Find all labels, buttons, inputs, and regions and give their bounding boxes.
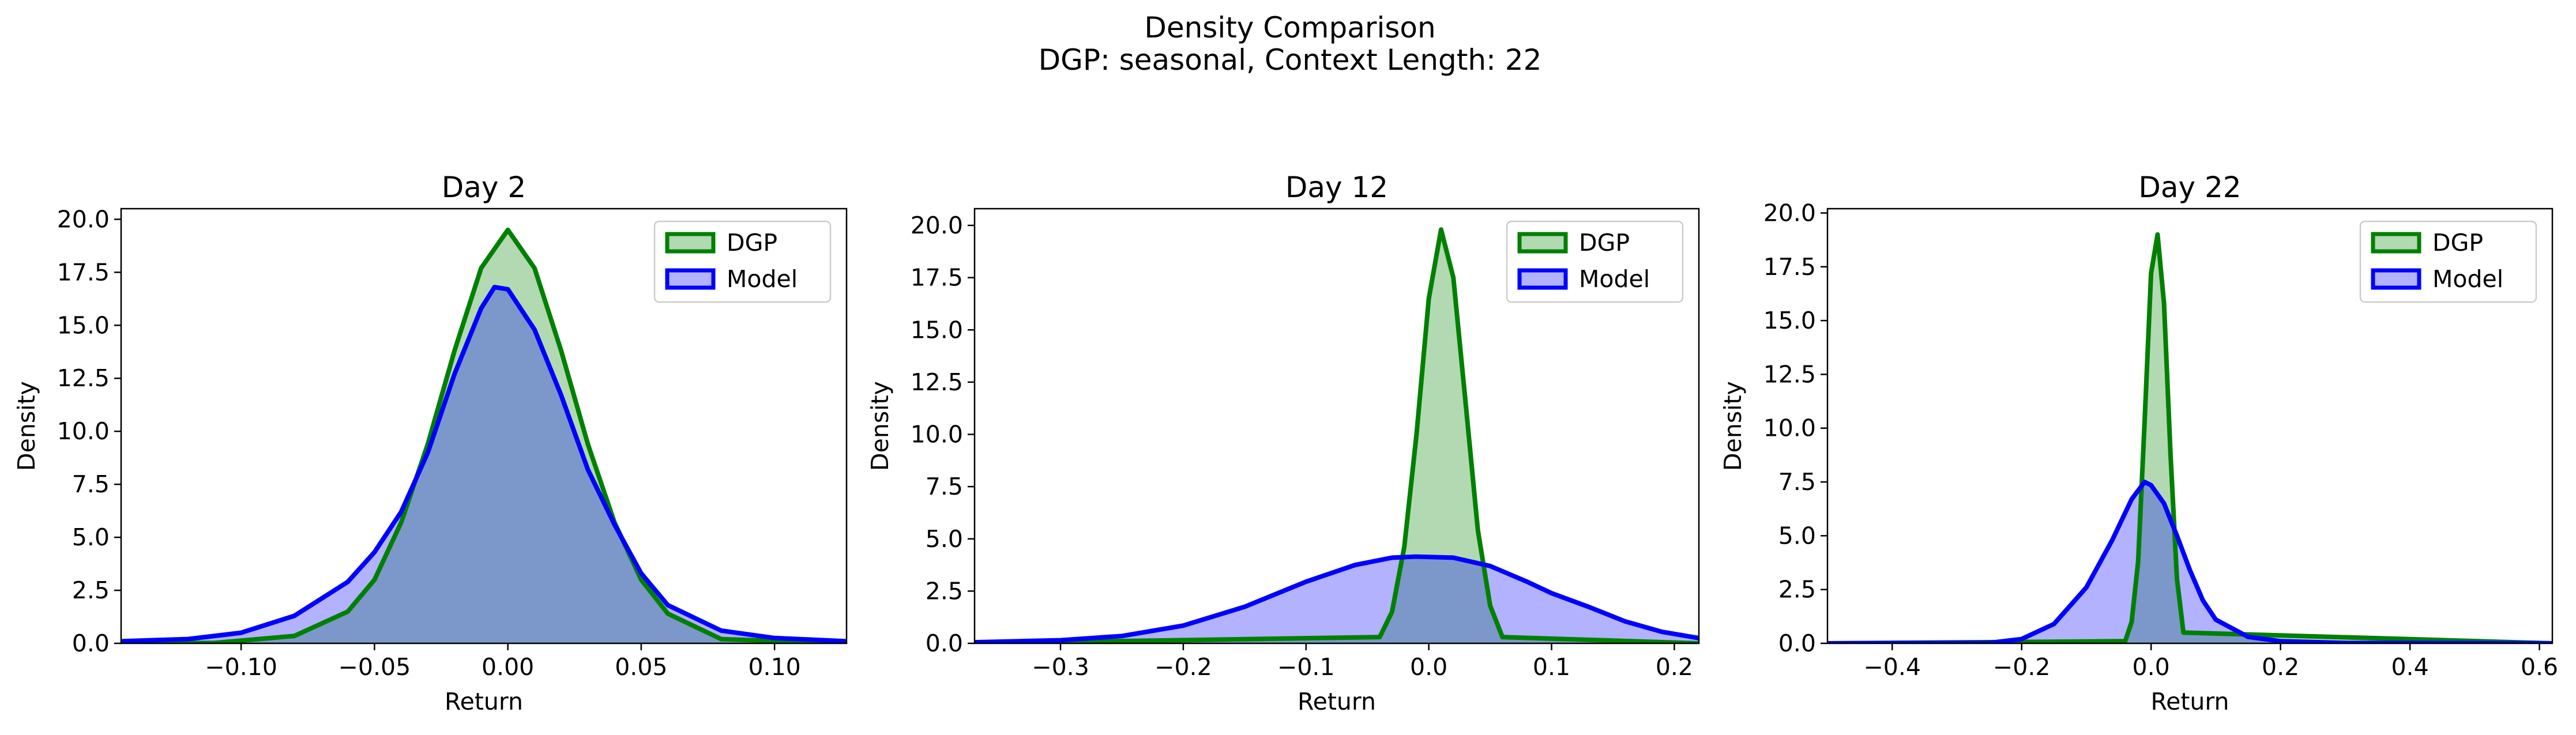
axes-title: Day 22 [2138, 171, 2241, 204]
chart-panel: −0.10 −0.05 0.00 0.05 0.10 0.0 2.5 5.0 7.5 10.0 12… [13, 171, 848, 715]
y-tick-label: 15.0 [57, 311, 110, 339]
y-axis-label: Density [1719, 381, 1747, 471]
plot-area [975, 227, 1699, 643]
y-tick-label: 2.5 [1778, 576, 1816, 604]
x-tick-label: 0.0 [2133, 653, 2170, 681]
y-tick-label: 20.0 [911, 212, 963, 239]
x-tick-label: 0.05 [615, 653, 667, 681]
y-tick-label: 17.5 [57, 258, 110, 286]
x-tick-label: −0.1 [1277, 653, 1335, 681]
figure-title: Density Comparison [1144, 11, 1435, 44]
series-line-model [975, 554, 1699, 643]
axes-frame [973, 208, 1700, 644]
legend-label-dgp: DGP [727, 229, 777, 257]
x-tick-label: 0.6 [2521, 653, 2558, 681]
x-tick-label: −0.3 [1032, 653, 1089, 681]
series-line-dgp [975, 227, 1699, 643]
series-line-dgp [121, 227, 847, 643]
y-tick-label: 7.5 [1778, 468, 1816, 496]
y-tick-label: 7.5 [72, 470, 110, 498]
x-tick-label: 0.0 [1410, 653, 1447, 681]
y-tick-label: 20.0 [1763, 199, 1816, 227]
x-tick-label: −0.05 [339, 653, 411, 681]
y-tick-label: 5.0 [1778, 522, 1816, 549]
legend-label-model: Model [727, 265, 798, 293]
y-tick-label: 7.5 [926, 473, 963, 500]
y-tick-label: 12.5 [1763, 360, 1816, 388]
legend-label-model: Model [2432, 265, 2503, 293]
axes-frame [1826, 208, 2554, 644]
legend-box [1506, 220, 1684, 303]
axes-frame [120, 208, 848, 644]
legend: DGP Model [2359, 220, 2537, 303]
x-tick-label: 0.2 [1656, 653, 1693, 681]
legend-swatch-model [1517, 268, 1568, 290]
y-tick-label: 12.5 [57, 364, 110, 392]
y-tick-label: 20.0 [57, 205, 110, 233]
y-tick-label: 17.5 [911, 264, 963, 292]
axes-title: Day 2 [442, 171, 526, 204]
legend-label-model: Model [1579, 265, 1650, 293]
x-axis-label: Return [445, 688, 523, 715]
series-line-dgp [1827, 232, 2552, 643]
plot-area [1827, 232, 2552, 643]
legend-swatch-dgp [1517, 232, 1568, 254]
y-tick-label: 12.5 [911, 368, 963, 396]
y-axis-label: Density [13, 381, 40, 471]
plot-area [121, 227, 847, 643]
y-tick-label: 2.5 [72, 576, 110, 604]
x-tick-label: 0.2 [2262, 653, 2299, 681]
legend-box [653, 220, 832, 303]
series-line-model [1827, 480, 2552, 643]
y-tick-label: 5.0 [72, 523, 110, 551]
y-tick-label: 10.0 [1763, 414, 1816, 442]
legend-swatch-model [665, 268, 716, 290]
x-tick-label: −0.2 [1993, 653, 2051, 681]
legend-swatch-model [2371, 268, 2421, 290]
series-line-model [121, 285, 847, 643]
x-tick-label: −0.2 [1155, 653, 1212, 681]
y-tick-label: 17.5 [1763, 253, 1816, 281]
y-tick-label: 0.0 [1778, 630, 1816, 657]
panels: −0.10 −0.05 0.00 0.05 0.10 0.0 2.5 5.0 7.5 10.0 12… [13, 171, 2558, 715]
y-tick-label: 5.0 [926, 525, 963, 553]
figure-subtitle: DGP: seasonal, Context Length: 22 [1039, 43, 1542, 77]
y-tick-label: 2.5 [926, 577, 963, 605]
chart-panel: −0.4 −0.2 0.0 0.2 0.4 0.6 0.0 2.5 5.0 7.5 10.0 12.5… [1719, 171, 2558, 715]
legend-label-dgp: DGP [2432, 229, 2483, 257]
legend-label-dgp: DGP [1579, 229, 1630, 257]
y-tick-label: 10.0 [57, 417, 110, 445]
legend-swatch-dgp [665, 232, 716, 254]
x-tick-label: 0.10 [748, 653, 800, 681]
legend-box [2359, 220, 2537, 303]
y-tick-label: 10.0 [911, 421, 963, 448]
legend: DGP Model [653, 220, 832, 303]
chart-panel: −0.3 −0.2 −0.1 0.0 0.1 0.2 0.0 2.5 5.0 7.5 10.0 12.… [866, 171, 1700, 715]
x-tick-label: 0.00 [482, 653, 534, 681]
y-tick-label: 0.0 [72, 630, 110, 657]
y-axis-label: Density [866, 381, 894, 471]
series-fill-model [121, 287, 847, 643]
legend: DGP Model [1506, 220, 1684, 303]
y-tick-label: 15.0 [1763, 307, 1816, 334]
axes-title: Day 12 [1285, 171, 1388, 204]
x-tick-label: 0.4 [2391, 653, 2428, 681]
legend-swatch-dgp [2371, 232, 2421, 254]
series-fill-model [1827, 482, 2552, 643]
x-axis-label: Return [2150, 688, 2229, 715]
x-tick-label: −0.4 [1863, 653, 1921, 681]
series-fill-dgp [121, 229, 847, 643]
x-tick-label: 0.1 [1533, 653, 1570, 681]
y-tick-label: 15.0 [911, 316, 963, 344]
x-tick-label: −0.10 [205, 653, 277, 681]
x-axis-label: Return [1298, 688, 1376, 715]
y-tick-label: 0.0 [926, 630, 963, 657]
